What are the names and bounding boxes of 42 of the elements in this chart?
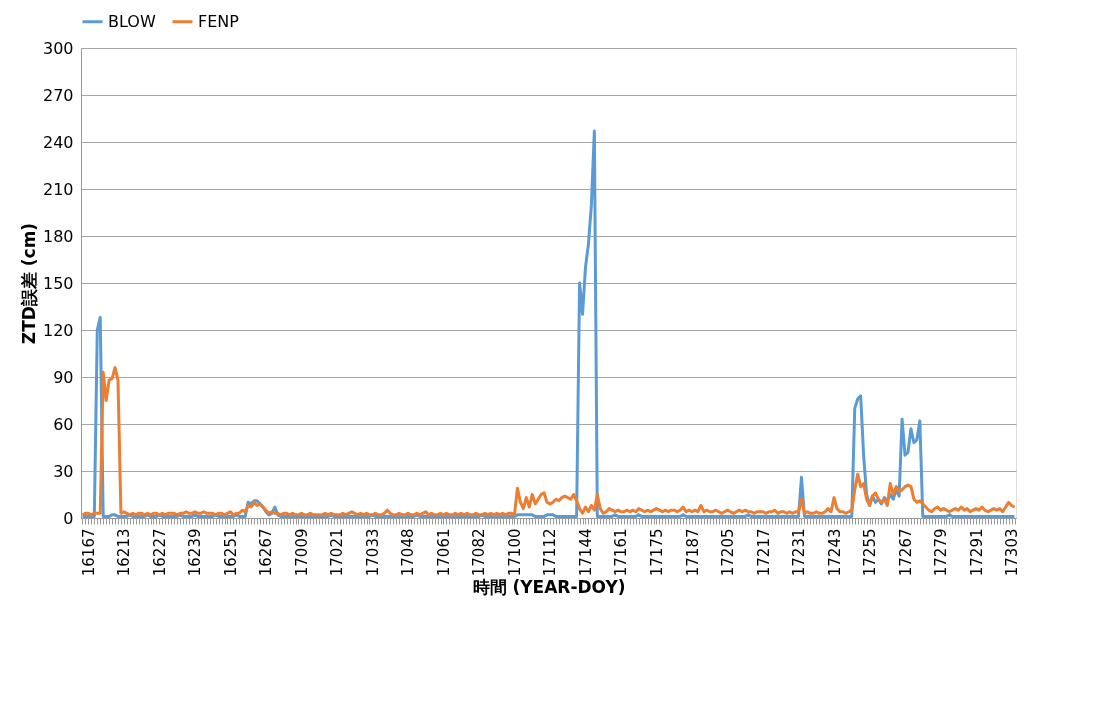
x-tick-label: 17009 xyxy=(292,528,311,577)
y-tick-label: 60 xyxy=(53,414,74,434)
x-tick-label: 17033 xyxy=(363,528,382,577)
x-tick-label: 16167 xyxy=(79,528,98,577)
y-tick-label: 180 xyxy=(42,226,74,246)
x-tick-label: 16251 xyxy=(221,528,240,577)
x-tick-label: 17267 xyxy=(896,528,915,577)
x-tick-label: 17205 xyxy=(719,528,738,577)
y-tick-label: 30 xyxy=(53,461,74,481)
x-tick-label: 17255 xyxy=(861,528,880,577)
x-tick-label: 17175 xyxy=(648,528,666,577)
x-tick-label: 17112 xyxy=(541,528,560,577)
legend-label: FENP xyxy=(198,11,240,31)
x-tick-label: 17082 xyxy=(470,528,489,577)
x-tick-label: 17279 xyxy=(932,528,951,577)
x-tick-label: 17291 xyxy=(967,528,986,577)
x-tick-label: 17161 xyxy=(612,528,631,577)
x-tick-label: 16267 xyxy=(257,528,276,577)
legend-label: BLOW xyxy=(108,11,156,31)
y-tick-label: 120 xyxy=(42,320,74,340)
x-axis-title: 時間 (YEAR-DOY) xyxy=(472,577,626,598)
y-tick-label: 300 xyxy=(42,38,74,58)
x-tick-label: 17048 xyxy=(399,528,418,577)
x-tick-label: 17100 xyxy=(505,528,524,577)
x-tick-label: 17243 xyxy=(825,528,844,577)
x-tick-label: 16213 xyxy=(115,528,134,577)
x-tick-label: 17144 xyxy=(576,528,595,577)
x-tick-label: 17303 xyxy=(1003,528,1022,577)
x-tick-label: 17187 xyxy=(683,528,702,577)
y-tick-label: 240 xyxy=(42,132,74,152)
y-tick-label: 0 xyxy=(63,508,74,528)
x-tick-label: 17021 xyxy=(328,528,347,577)
y-tick-label: 210 xyxy=(42,179,74,199)
y-tick-label: 90 xyxy=(53,367,74,387)
x-tick-label: 17061 xyxy=(434,528,453,577)
x-tick-label: 17217 xyxy=(754,528,773,577)
x-tick-label: 16239 xyxy=(186,528,205,577)
x-tick-label: 17231 xyxy=(790,528,809,577)
x-tick-label: 16227 xyxy=(150,528,169,577)
y-tick-label: 270 xyxy=(42,85,74,105)
y-tick-label: 150 xyxy=(42,273,74,293)
y-axis-title: ZTD誤差 (cm) xyxy=(18,222,39,345)
